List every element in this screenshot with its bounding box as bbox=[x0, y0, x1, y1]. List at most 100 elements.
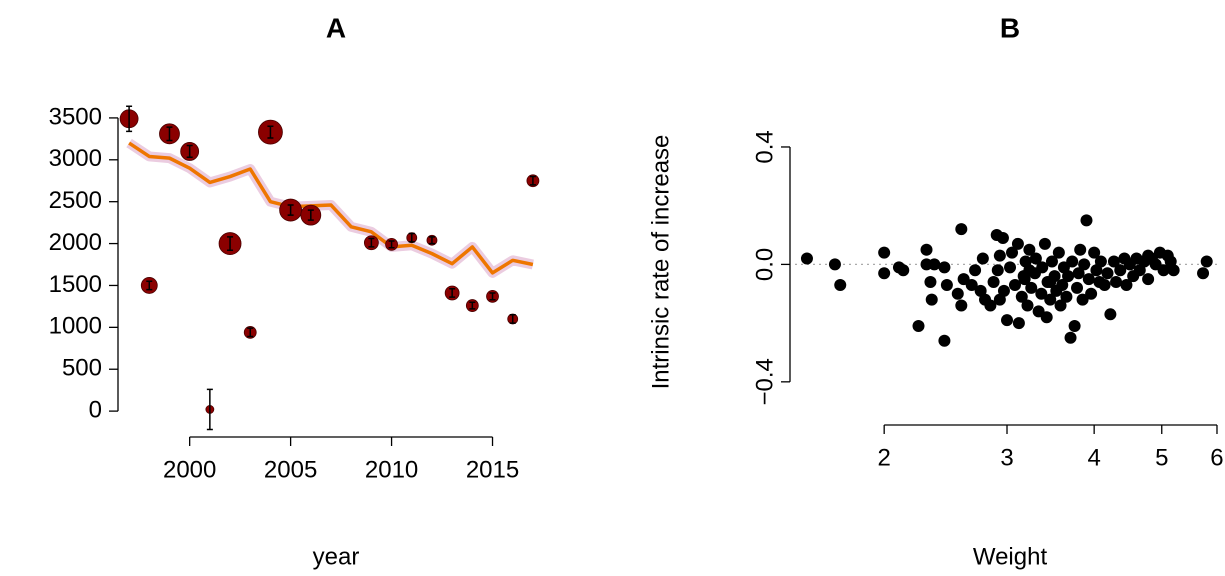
y-tick-label: 3000 bbox=[49, 145, 102, 172]
point bbox=[1035, 287, 1048, 300]
point bbox=[1098, 278, 1111, 291]
x-tick-label: 6 bbox=[1210, 444, 1223, 471]
point bbox=[1054, 299, 1067, 312]
point bbox=[1101, 267, 1114, 280]
error-bar bbox=[126, 105, 133, 133]
y-tick-label: 2500 bbox=[49, 187, 102, 214]
y-tick-label: 500 bbox=[62, 355, 102, 382]
y-tick-label: 0 bbox=[89, 396, 102, 423]
point bbox=[878, 267, 891, 280]
point bbox=[1038, 237, 1051, 250]
y-tick-label: 1500 bbox=[49, 271, 102, 298]
error-bar bbox=[469, 301, 476, 310]
point bbox=[828, 258, 841, 271]
point bbox=[1025, 281, 1038, 294]
point bbox=[1104, 308, 1117, 321]
point bbox=[1167, 264, 1180, 277]
point bbox=[1071, 281, 1084, 294]
line-band bbox=[126, 138, 534, 278]
point bbox=[920, 243, 933, 256]
x-tick-label: 5 bbox=[1155, 444, 1168, 471]
point bbox=[1023, 243, 1036, 256]
error-bar bbox=[489, 292, 496, 301]
point bbox=[1012, 317, 1025, 330]
point bbox=[1076, 293, 1089, 306]
error-bar bbox=[509, 314, 516, 324]
x-tick-label: 2005 bbox=[264, 456, 317, 483]
point bbox=[1052, 246, 1065, 259]
point bbox=[1044, 276, 1057, 289]
point bbox=[1088, 246, 1101, 259]
point bbox=[1110, 276, 1123, 289]
error-bar bbox=[227, 236, 234, 252]
error-bar bbox=[287, 204, 294, 216]
x-axis-label: Weight bbox=[973, 543, 1048, 570]
point bbox=[1018, 273, 1031, 286]
error-bar bbox=[529, 175, 536, 186]
line bbox=[128, 141, 534, 275]
point bbox=[1008, 278, 1021, 291]
point bbox=[1045, 255, 1058, 268]
point bbox=[897, 264, 910, 277]
point bbox=[1004, 261, 1017, 274]
point bbox=[1064, 331, 1077, 344]
error-bar bbox=[428, 236, 435, 245]
point bbox=[940, 278, 953, 291]
y-tick-label: 3500 bbox=[49, 103, 102, 130]
point bbox=[1021, 299, 1034, 312]
point bbox=[1036, 261, 1049, 274]
point bbox=[993, 249, 1006, 262]
error-bar bbox=[267, 125, 274, 139]
point bbox=[1001, 314, 1014, 327]
point bbox=[938, 261, 951, 274]
point bbox=[1066, 255, 1079, 268]
point bbox=[1120, 278, 1133, 291]
point bbox=[834, 278, 847, 291]
point bbox=[1011, 237, 1024, 250]
point bbox=[1142, 249, 1155, 262]
point bbox=[1197, 267, 1210, 280]
error-bar bbox=[388, 240, 395, 249]
point bbox=[1062, 270, 1075, 283]
point bbox=[878, 246, 891, 259]
point bbox=[1072, 267, 1085, 280]
point bbox=[1006, 246, 1019, 259]
point bbox=[1085, 287, 1098, 300]
point bbox=[1029, 252, 1042, 265]
point bbox=[1068, 320, 1081, 333]
error-bar bbox=[247, 327, 254, 338]
point bbox=[955, 223, 968, 236]
y-tick-label: 0.4 bbox=[751, 130, 778, 163]
x-tick-label: 3 bbox=[1000, 444, 1013, 471]
point bbox=[1082, 273, 1095, 286]
point bbox=[1133, 264, 1146, 277]
point bbox=[800, 252, 813, 265]
y-tick-label: 0.0 bbox=[751, 248, 778, 281]
point bbox=[1015, 290, 1028, 303]
point bbox=[1080, 214, 1093, 227]
point bbox=[1023, 264, 1036, 277]
point bbox=[996, 231, 1009, 244]
point bbox=[1114, 264, 1127, 277]
error-bar bbox=[368, 237, 375, 248]
error-bar bbox=[206, 388, 213, 431]
point bbox=[969, 264, 982, 277]
point bbox=[1142, 273, 1155, 286]
error-bar bbox=[166, 126, 173, 142]
error-bar bbox=[307, 209, 314, 221]
point bbox=[1094, 255, 1107, 268]
x-tick-label: 2010 bbox=[365, 456, 418, 483]
point bbox=[965, 278, 978, 291]
point bbox=[1107, 255, 1120, 268]
panel-title: B bbox=[1000, 12, 1020, 43]
point bbox=[925, 293, 938, 306]
point bbox=[928, 258, 941, 271]
point bbox=[1056, 278, 1069, 291]
x-tick-label: 4 bbox=[1087, 444, 1100, 471]
x-tick-label: 2 bbox=[877, 444, 890, 471]
y-tick-label: −0.4 bbox=[751, 358, 778, 405]
point bbox=[1044, 293, 1057, 306]
point bbox=[912, 320, 925, 333]
point bbox=[984, 299, 997, 312]
